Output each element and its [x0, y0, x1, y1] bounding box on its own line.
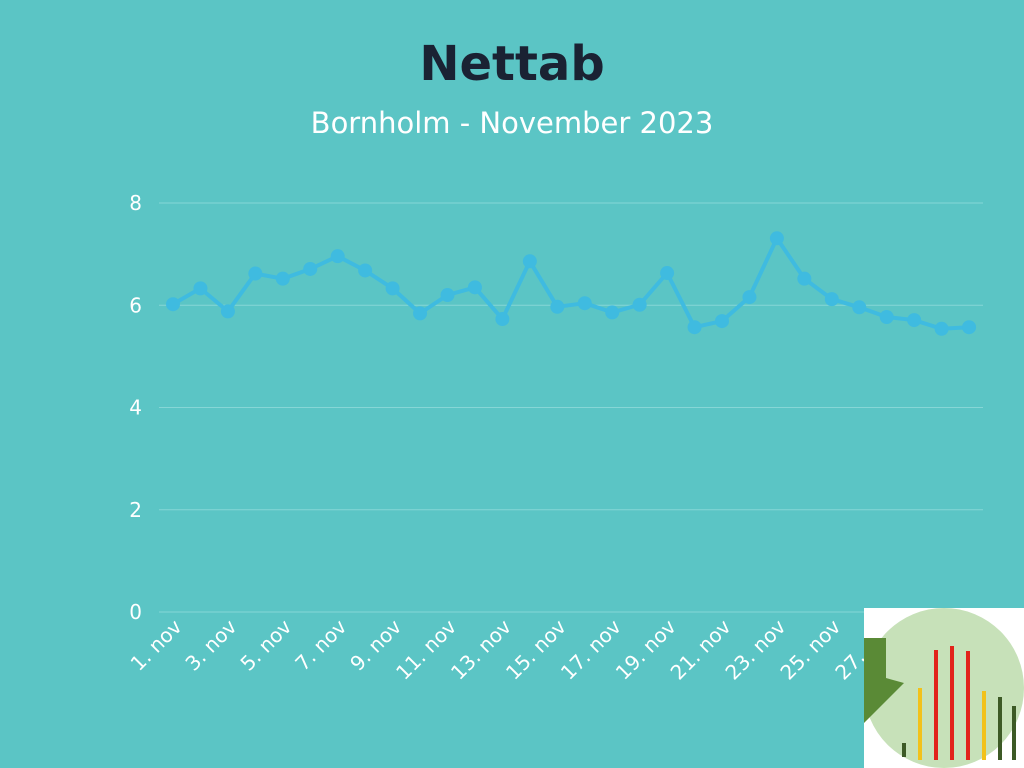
data-point	[358, 263, 373, 278]
data-point	[303, 261, 318, 276]
data-point	[605, 305, 620, 320]
x-tick-label: 19. nov	[611, 614, 681, 684]
y-axis-ticks: 0 2 4 6 8	[129, 191, 142, 624]
data-point	[330, 249, 345, 264]
chart-subtitle: Bornholm - November 2023	[310, 106, 714, 140]
x-tick-label: 17. nov	[556, 614, 626, 684]
y-tick-label: 8	[129, 191, 142, 215]
data-point	[824, 292, 839, 307]
x-tick-label: 7. nov	[290, 614, 351, 675]
data-point	[879, 310, 894, 325]
y-tick-label: 4	[129, 396, 142, 420]
y-tick-label: 2	[129, 498, 142, 522]
data-point	[852, 300, 867, 315]
x-tick-label: 25. nov	[775, 614, 845, 684]
data-point	[440, 288, 455, 303]
data-point	[742, 290, 757, 305]
data-point	[769, 231, 784, 246]
x-tick-label: 21. nov	[666, 614, 736, 684]
data-point	[797, 271, 812, 286]
data-point	[275, 271, 290, 286]
data-point	[687, 320, 702, 335]
data-point	[907, 313, 922, 328]
data-point	[385, 281, 400, 296]
x-tick-label: 3. nov	[180, 614, 241, 675]
data-point	[715, 314, 729, 329]
x-tick-label: 5. nov	[235, 614, 296, 675]
y-tick-label: 6	[129, 293, 142, 317]
x-tick-label: 13. nov	[446, 614, 516, 684]
series-line	[171, 236, 971, 331]
data-point	[934, 321, 949, 336]
x-tick-label: 15. nov	[501, 614, 571, 684]
y-tick-label: 0	[129, 600, 142, 624]
data-point	[577, 296, 592, 311]
data-point	[467, 280, 482, 295]
data-point	[495, 312, 510, 327]
data-point	[166, 297, 180, 312]
x-tick-label: 23. nov	[720, 614, 790, 684]
logo-badge	[864, 608, 1024, 768]
data-point	[413, 306, 428, 321]
data-point	[522, 254, 537, 269]
bar-chart-logo-icon	[864, 608, 1024, 768]
x-tick-label: 11. nov	[391, 614, 461, 684]
data-point	[220, 304, 235, 319]
data-point	[193, 281, 208, 296]
data-point	[660, 266, 675, 281]
data-point	[962, 320, 977, 335]
gridlines	[159, 202, 983, 613]
data-point	[632, 297, 647, 312]
data-point	[248, 266, 263, 281]
data-point	[550, 299, 565, 314]
chart-title: Nettab	[419, 36, 605, 92]
series-net-loss	[166, 231, 977, 336]
